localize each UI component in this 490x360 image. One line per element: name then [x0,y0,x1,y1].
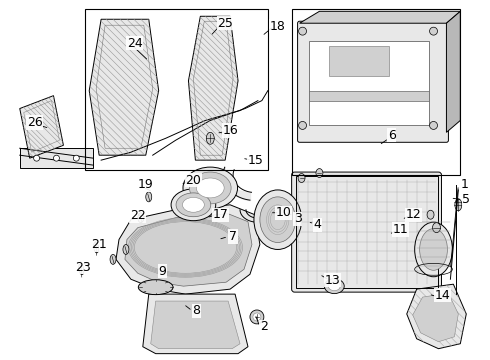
Polygon shape [116,205,260,294]
Ellipse shape [206,132,214,144]
Polygon shape [125,214,252,286]
Ellipse shape [138,280,173,294]
Text: 17: 17 [212,208,228,221]
Text: 15: 15 [248,154,264,167]
Ellipse shape [196,178,224,198]
Ellipse shape [455,199,462,211]
Circle shape [298,121,307,129]
Ellipse shape [419,229,447,270]
Polygon shape [189,16,238,160]
Circle shape [430,27,438,35]
Circle shape [53,155,59,161]
Text: 22: 22 [130,209,146,222]
Ellipse shape [316,168,323,177]
Circle shape [298,27,307,35]
Ellipse shape [182,197,204,212]
Circle shape [34,155,40,161]
Circle shape [250,310,264,324]
Polygon shape [151,301,240,349]
Text: 2: 2 [260,320,268,333]
Ellipse shape [260,197,295,243]
FancyBboxPatch shape [297,21,448,142]
Polygon shape [446,11,460,132]
Text: 11: 11 [393,223,409,236]
Ellipse shape [427,210,434,219]
Text: 19: 19 [138,179,154,192]
Ellipse shape [110,255,116,264]
Text: 21: 21 [91,238,107,251]
Text: 6: 6 [388,129,396,142]
Ellipse shape [176,193,211,217]
Text: 1: 1 [461,179,468,192]
Text: 14: 14 [435,289,450,302]
Text: 20: 20 [185,174,201,186]
Ellipse shape [254,190,301,249]
Text: 25: 25 [217,17,233,30]
Ellipse shape [183,167,238,209]
Ellipse shape [171,189,216,221]
Circle shape [74,155,79,161]
Ellipse shape [138,213,144,223]
Text: 3: 3 [294,212,301,225]
Ellipse shape [328,282,340,291]
Text: 13: 13 [324,274,340,287]
Bar [310,91,429,100]
Ellipse shape [415,222,452,277]
Bar [295,176,438,288]
Ellipse shape [123,244,129,255]
Text: 7: 7 [229,230,237,243]
Text: 23: 23 [75,261,91,274]
Text: 5: 5 [462,193,470,206]
Text: 24: 24 [127,37,143,50]
Text: 18: 18 [270,20,286,33]
Circle shape [430,121,438,129]
Polygon shape [299,11,460,23]
Polygon shape [143,294,248,354]
FancyBboxPatch shape [292,172,441,292]
Ellipse shape [79,264,84,275]
Text: 9: 9 [159,265,167,278]
Ellipse shape [298,174,305,183]
Text: 4: 4 [314,218,321,231]
Bar [85,9,268,170]
Ellipse shape [94,242,98,253]
Ellipse shape [190,172,231,204]
Polygon shape [20,96,63,158]
Bar [292,9,460,175]
Polygon shape [413,293,458,342]
Text: 8: 8 [193,305,200,318]
Polygon shape [89,19,159,155]
Bar [310,41,429,125]
Ellipse shape [146,192,152,202]
Text: 12: 12 [406,208,421,221]
Ellipse shape [433,223,441,233]
Circle shape [253,313,261,321]
Bar [329,46,389,76]
Text: 10: 10 [276,206,292,219]
Polygon shape [407,284,466,349]
Ellipse shape [324,279,344,294]
Text: 26: 26 [27,116,43,129]
Text: 16: 16 [222,124,238,137]
Bar [20,148,93,168]
